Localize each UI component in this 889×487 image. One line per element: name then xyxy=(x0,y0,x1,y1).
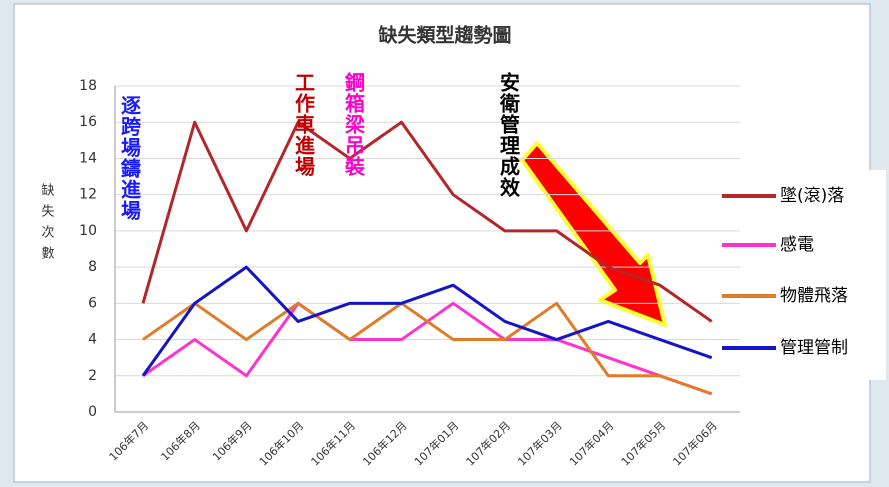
y-tick-label: 14 xyxy=(79,150,97,166)
arrow xyxy=(520,141,667,327)
series-line xyxy=(141,120,713,323)
annotation: 逐跨場鑄進場 xyxy=(118,95,142,221)
annotation: 鋼箱梁吊裝 xyxy=(342,71,366,177)
y-tick-label: 6 xyxy=(88,295,97,311)
legend-label: 感電 xyxy=(780,235,814,255)
y-tick-label: 18 xyxy=(79,78,97,94)
y-tick-label: 2 xyxy=(88,368,97,384)
legend-label: 物體飛落 xyxy=(780,286,848,306)
y-tick-label: 10 xyxy=(79,223,97,239)
y-axis-label: 缺失次數 xyxy=(39,183,55,267)
annotation: 安衛管理成效 xyxy=(497,71,521,198)
series-line xyxy=(142,301,713,396)
legend-label: 墜(滾)落 xyxy=(780,186,844,206)
chart-title: 缺失類型趨勢圖 xyxy=(378,24,511,47)
y-tick-label: 12 xyxy=(79,187,97,203)
y-tick-label: 8 xyxy=(88,259,97,275)
y-tick-label: 4 xyxy=(88,332,97,348)
annotation: 工作車進場 xyxy=(292,72,316,177)
legend xyxy=(712,170,886,380)
legend-label: 管理管制 xyxy=(780,338,848,358)
y-tick-label: 0 xyxy=(88,404,97,420)
y-tick-label: 16 xyxy=(79,114,97,130)
series-line xyxy=(141,265,713,377)
